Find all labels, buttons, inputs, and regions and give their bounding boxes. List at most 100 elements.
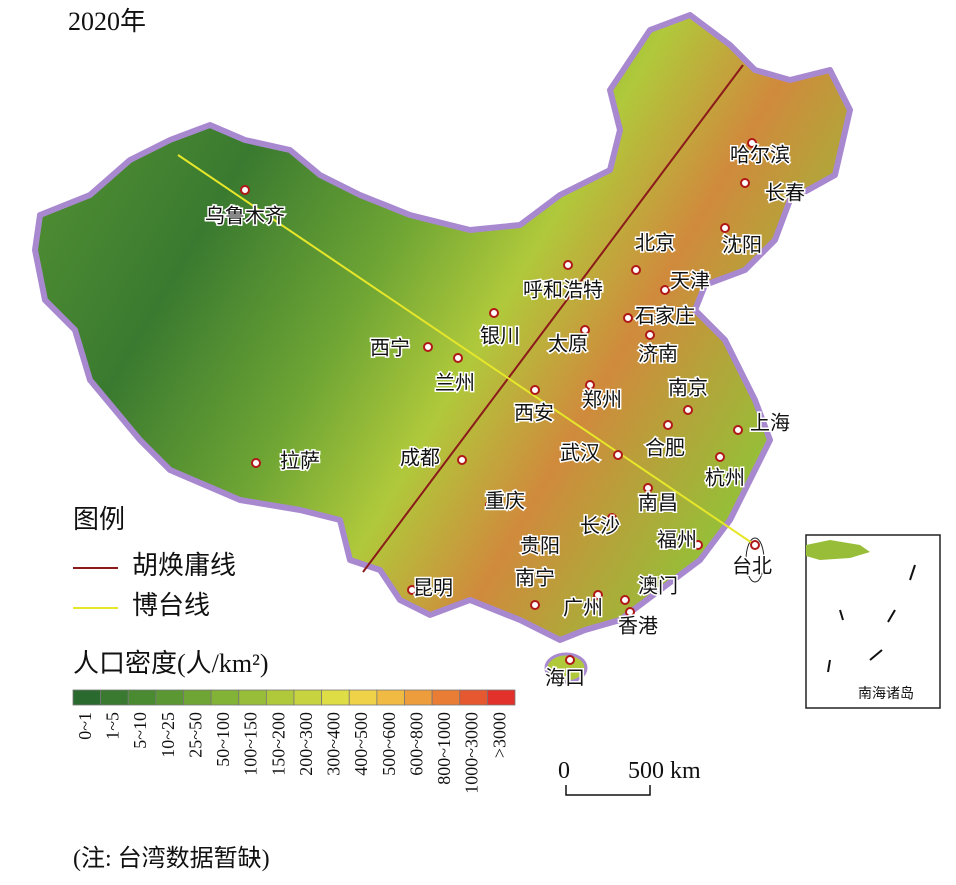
colorbar-label: 800~1000: [434, 712, 454, 785]
city-label: 西安: [514, 402, 554, 425]
colorbar-swatch: [72, 689, 102, 706]
city-label: 郑州: [582, 389, 622, 412]
city-label: 杭州: [705, 467, 745, 490]
city-label: 呼和浩特: [523, 279, 603, 302]
colorbar-label: 400~500: [351, 712, 371, 776]
colorbar-swatch: [459, 689, 488, 706]
city-label: 西宁: [370, 337, 410, 360]
city-dot: [747, 138, 757, 148]
city-dot: [565, 655, 575, 665]
city-label: 台北: [732, 555, 772, 578]
city-dot: [623, 313, 633, 323]
inset-islands: [827, 564, 916, 673]
colorbar-swatch: [127, 689, 157, 706]
colorbar-label: 150~200: [268, 712, 288, 776]
city-dot: [645, 330, 655, 340]
city-label: 济南: [638, 343, 678, 366]
city-dot: [607, 513, 617, 523]
city-dot: [240, 185, 250, 195]
colorbar-swatch: [238, 689, 267, 706]
city-dot: [625, 607, 635, 617]
city-dot: [663, 420, 673, 430]
colorbar-swatch: [376, 689, 405, 706]
city-dot: [423, 342, 433, 352]
city-dot: [251, 458, 261, 468]
density-title: 人口密度(人/km²): [73, 649, 269, 678]
city-label: 武汉: [560, 442, 600, 465]
city-dot: [489, 308, 499, 318]
colorbar-swatch: [404, 689, 433, 706]
city-label: 拉萨: [280, 450, 320, 473]
hainan: [544, 652, 588, 684]
city-label: 太原: [548, 333, 588, 356]
scale-end: 500 km: [628, 758, 701, 784]
colorbar-label: 50~100: [213, 712, 233, 767]
city-dot: [580, 325, 590, 335]
colorbar-swatch: [486, 689, 516, 706]
legend-title: 图例: [73, 505, 125, 534]
city-dot: [750, 540, 760, 550]
colorbar-swatch: [100, 689, 129, 706]
colorbar-swatch: [210, 689, 240, 706]
colorbar-label: 25~50: [185, 712, 205, 758]
city-dot: [453, 353, 463, 363]
city-dot: [693, 540, 703, 550]
inset-coast: [806, 540, 870, 560]
colorbar-swatch: [183, 689, 212, 706]
city-label: 南京: [668, 377, 708, 400]
city-label: 北京: [635, 232, 675, 255]
colorbar-swatch: [155, 689, 184, 706]
city-dot: [631, 265, 641, 275]
city-dot: [585, 380, 595, 390]
city-dot: [715, 452, 725, 462]
legend-line-label: 博台线: [132, 591, 210, 620]
colorbar-label: 600~800: [406, 712, 426, 776]
city-label: 银川: [480, 325, 520, 348]
colorbar-label: 5~10: [130, 712, 150, 749]
city-label: 南昌: [638, 492, 678, 515]
city-dot: [740, 178, 750, 188]
city-dot: [527, 540, 537, 550]
city-label: 长沙: [580, 515, 620, 538]
colorbar-label: 500~600: [379, 712, 399, 776]
colorbar-label: 0~1: [75, 712, 95, 740]
city-label: 海口: [545, 667, 585, 690]
city-label: 重庆: [485, 490, 525, 513]
city-label: 成都: [400, 447, 440, 470]
city-label: 石家庄: [635, 305, 695, 328]
city-dot: [485, 500, 495, 510]
colorbar-swatch: [321, 689, 350, 706]
colorbar-label: >3000: [489, 712, 509, 758]
city-dot: [593, 590, 603, 600]
colorbar-label: 1~5: [103, 712, 123, 740]
city-dot: [660, 285, 670, 295]
city-label: 沈阳: [722, 234, 762, 257]
city-dot: [457, 455, 467, 465]
city-label: 合肥: [645, 437, 685, 460]
city-dot: [683, 405, 693, 415]
city-dot: [620, 595, 630, 605]
city-label: 兰州: [435, 372, 475, 395]
colorbar-swatch: [431, 689, 461, 706]
colorbar-label: 1000~3000: [462, 712, 482, 794]
city-label: 广州: [563, 597, 603, 620]
botai-line: [177, 154, 756, 546]
colorbar-swatch: [265, 689, 295, 706]
city-label: 福州: [657, 529, 697, 552]
scale-bar: [565, 785, 651, 796]
city-label: 南宁: [515, 567, 555, 590]
inset-label: 南海诸岛: [858, 686, 914, 702]
city-dot: [530, 385, 540, 395]
city-dot: [563, 260, 573, 270]
city-dot: [643, 483, 653, 493]
colorbar-label: 100~150: [241, 712, 261, 776]
colorbar-label: 10~25: [158, 712, 178, 758]
city-label: 昆明: [413, 578, 453, 600]
colorbar-label: 200~300: [296, 712, 316, 776]
city-dot: [613, 450, 623, 460]
city-dot: [733, 425, 743, 435]
taiwan: [745, 537, 765, 583]
city-label: 长春: [765, 182, 805, 205]
map-title: 2020年: [68, 7, 146, 36]
